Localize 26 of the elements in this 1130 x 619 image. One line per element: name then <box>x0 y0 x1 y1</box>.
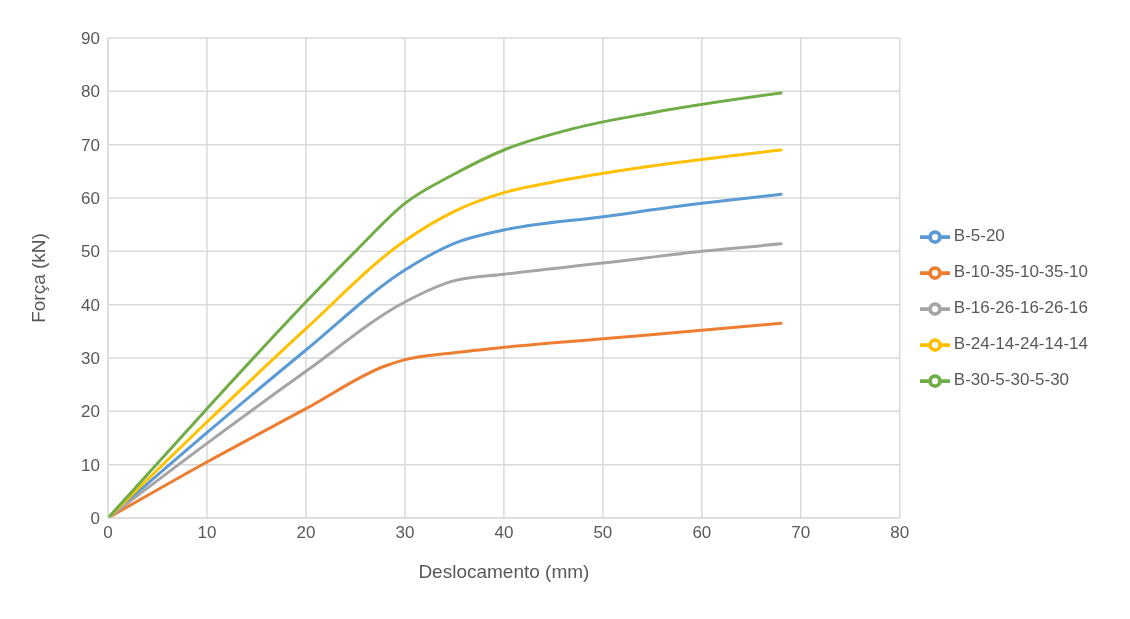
x-axis-title: Deslocamento (mm) <box>418 561 590 582</box>
legend-label: B-16-26-16-26-16 <box>953 298 1088 317</box>
x-tick-label: 30 <box>395 523 415 543</box>
x-tick-label: 60 <box>692 523 712 543</box>
y-axis-title: Força (kN) <box>27 233 49 323</box>
y-tick-label: 80 <box>81 82 100 102</box>
y-tick-label: 30 <box>81 349 100 369</box>
legend-label: B-24-14-24-14-14 <box>953 334 1088 353</box>
legend-label: B-30-5-30-5-30 <box>953 370 1070 389</box>
x-tick-label: 40 <box>494 523 514 543</box>
y-tick-label: 40 <box>81 295 100 315</box>
y-tick-label: 50 <box>81 242 100 262</box>
y-tick-label: 90 <box>81 29 100 49</box>
x-tick-label: 80 <box>890 523 910 543</box>
x-tick-label: 10 <box>197 523 217 543</box>
y-tick-label: 70 <box>81 135 100 155</box>
x-tick-label: 20 <box>296 523 316 543</box>
x-tick-label: 50 <box>593 523 613 543</box>
y-tick-label: 20 <box>81 402 100 422</box>
x-tick-label: 0 <box>103 523 113 543</box>
legend-label: B-5-20 <box>953 226 1005 245</box>
legend-label: B-10-35-10-35-10 <box>953 262 1088 281</box>
y-tick-label: 10 <box>81 455 100 475</box>
x-tick-label: 70 <box>791 523 811 543</box>
y-tick-label: 0 <box>90 509 100 529</box>
y-tick-label: 60 <box>81 189 100 209</box>
